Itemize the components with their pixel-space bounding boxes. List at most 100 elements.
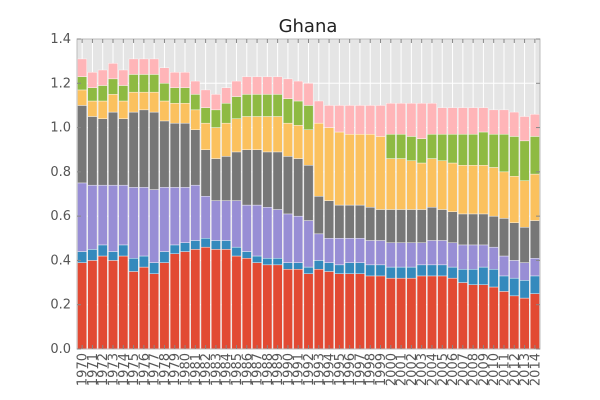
- bar-segment: [293, 269, 304, 350]
- bar-segment: [313, 196, 324, 235]
- x-tick-label: 1994: [323, 353, 338, 386]
- x-tick-label: 1984: [220, 353, 235, 386]
- x-tick-label: 2001: [395, 353, 410, 386]
- y-tick-label: 1.2: [50, 76, 71, 91]
- bar-segment: [334, 131, 345, 206]
- bar-segment: [416, 264, 427, 277]
- bar-segment: [252, 204, 262, 257]
- bar-segment: [303, 220, 314, 268]
- bar-segment: [437, 264, 448, 277]
- x-axis-tick-labels: 1970197119721973197419751976197719781979…: [76, 353, 544, 386]
- bar-segment: [262, 151, 273, 208]
- bar-segment: [530, 173, 540, 221]
- bar-segment: [97, 85, 108, 102]
- bar-segment: [241, 116, 252, 150]
- bar-segment: [406, 266, 417, 279]
- bar-segment: [478, 107, 489, 133]
- bar-segment: [211, 249, 221, 350]
- bar-segment: [252, 255, 262, 263]
- bar-segment: [499, 275, 509, 292]
- bar-segment: [231, 200, 242, 248]
- x-tick-label: 2014: [528, 353, 543, 386]
- bar-segment: [231, 96, 242, 119]
- bar-segment: [149, 111, 159, 190]
- bar-segment: [324, 200, 334, 239]
- bar-segment: [87, 249, 98, 261]
- x-tick-label: 2007: [456, 353, 471, 386]
- bar-segment: [149, 273, 159, 350]
- bar-segment: [211, 94, 221, 111]
- bar-segment: [375, 275, 386, 350]
- x-tick-label: 2010: [487, 353, 502, 386]
- bar-segment: [427, 240, 437, 266]
- bar-segment: [97, 184, 108, 246]
- bar-segment: [221, 103, 232, 124]
- bar-segment: [159, 100, 170, 122]
- axis-ticks: [77, 38, 540, 350]
- bar-segment: [385, 134, 396, 159]
- bar-segment: [458, 269, 468, 283]
- y-tick-label: 0.2: [50, 298, 71, 313]
- bar-segment: [334, 264, 345, 274]
- bar-segment: [139, 58, 149, 75]
- bar-segment: [313, 233, 324, 261]
- bar-segment: [252, 116, 262, 150]
- bar-segment: [252, 76, 262, 95]
- bar-segment: [77, 182, 87, 252]
- bar-segment: [139, 91, 149, 111]
- bar-segment: [108, 251, 118, 261]
- x-tick-label: 1983: [209, 353, 224, 386]
- bar-segment: [334, 105, 345, 133]
- bar-segment: [283, 156, 293, 215]
- x-tick-label: 1982: [199, 353, 214, 386]
- bar-segment: [385, 158, 396, 210]
- bar-segment: [427, 158, 437, 208]
- bar-segment: [478, 266, 489, 285]
- bar-segment: [87, 116, 98, 186]
- bar-segment: [355, 238, 365, 263]
- bar-segment: [293, 262, 304, 270]
- bar-segment: [478, 165, 489, 215]
- x-tick-label: 2009: [477, 353, 492, 386]
- bar-segment: [355, 273, 365, 350]
- bar-segment: [447, 242, 458, 268]
- bar-segment: [180, 242, 190, 252]
- bar-segment: [190, 80, 201, 95]
- bar-segment: [406, 242, 417, 268]
- bar-segment: [241, 76, 252, 95]
- bar-segment: [97, 255, 108, 350]
- bar-segment: [406, 277, 417, 350]
- bar-segment: [509, 260, 520, 279]
- bar-segment: [478, 284, 489, 350]
- bar-segment: [159, 187, 170, 252]
- bar-segment: [375, 136, 386, 210]
- x-tick-label: 1977: [148, 353, 163, 386]
- bar-segment: [519, 280, 530, 299]
- bar-segment: [169, 87, 180, 104]
- bar-segment: [108, 260, 118, 350]
- x-tick-label: 1998: [364, 353, 379, 386]
- bar-segment: [519, 227, 530, 263]
- bar-segment: [149, 58, 159, 75]
- y-tick-label: 1.0: [50, 121, 71, 136]
- bar-segment: [519, 140, 530, 181]
- bar-segment: [334, 238, 345, 266]
- bar-segment: [241, 251, 252, 259]
- bar-segment: [519, 297, 530, 350]
- bar-segment: [427, 207, 437, 241]
- bar-segment: [77, 262, 87, 350]
- bar-segment: [180, 103, 190, 124]
- x-tick-label: 1989: [271, 353, 286, 386]
- bar-segment: [499, 291, 509, 350]
- bar-segment: [108, 184, 118, 252]
- bar-segment: [334, 273, 345, 350]
- x-tick-label: 1999: [374, 353, 389, 386]
- bar-segment: [87, 260, 98, 350]
- bar-segment: [344, 105, 355, 135]
- bar-segment: [293, 100, 304, 126]
- bar-segment: [241, 258, 252, 350]
- bar-segment: [252, 94, 262, 117]
- x-tick-label: 1979: [168, 353, 183, 386]
- bar-segment: [118, 85, 129, 102]
- bar-segment: [128, 271, 139, 350]
